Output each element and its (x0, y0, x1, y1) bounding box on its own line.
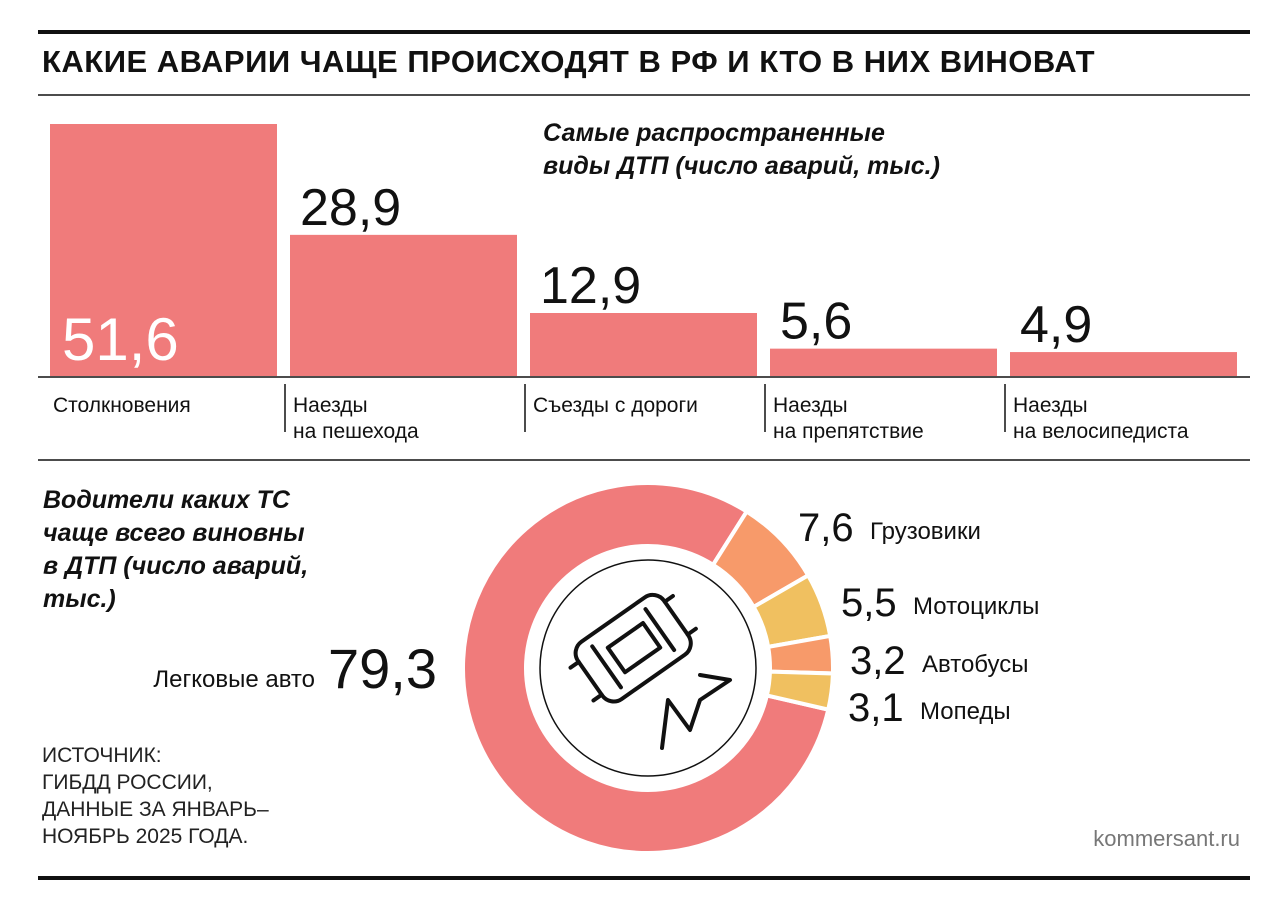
value-label: 5,5 (841, 581, 897, 625)
category-label: Мотоциклы (913, 593, 1039, 620)
value-label: 3,2 (850, 639, 906, 683)
bar (50, 124, 277, 376)
category-label: Легковые авто (153, 666, 315, 693)
car-crash-icon (568, 592, 732, 750)
bar (290, 234, 517, 376)
category-label: Наезды на препятствие (773, 394, 924, 443)
value-label: 3,1 (848, 686, 904, 730)
chart-subtitle: Водители каких ТС чаще всего виновны в Д… (43, 486, 309, 613)
category-label: Наезды на велосипедиста (1013, 394, 1189, 443)
donut-segment (461, 481, 831, 855)
bar (1010, 352, 1237, 376)
value-label: 79,3 (328, 637, 437, 700)
value-label: 51,6 (62, 306, 179, 373)
value-label: 28,9 (300, 179, 401, 237)
category-label: Съезды с дороги (533, 394, 698, 417)
chart-subtitle: Самые распространенные виды ДТП (число а… (543, 119, 940, 180)
category-label: Автобусы (922, 651, 1029, 678)
bar (770, 348, 997, 376)
bar (530, 313, 757, 376)
title: КАКИЕ АВАРИИ ЧАЩЕ ПРОИСХОДЯТ В РФ И КТО … (42, 44, 1096, 79)
donut-segment (764, 669, 835, 713)
credit: kommersant.ru (1093, 826, 1240, 851)
category-label: Наезды на пешехода (293, 394, 419, 443)
value-label: 4,9 (1020, 296, 1092, 354)
value-label: 12,9 (540, 257, 641, 315)
category-label: Мопеды (920, 698, 1011, 725)
value-label: 7,6 (798, 506, 854, 550)
category-label: Столкновения (53, 394, 191, 417)
category-label: Грузовики (870, 518, 981, 545)
value-label: 5,6 (780, 293, 852, 351)
inner-circle (539, 559, 757, 777)
source-note: ИСТОЧНИК: ГИБДД РОССИИ, ДАННЫЕ ЗА ЯНВАРЬ… (42, 744, 269, 848)
